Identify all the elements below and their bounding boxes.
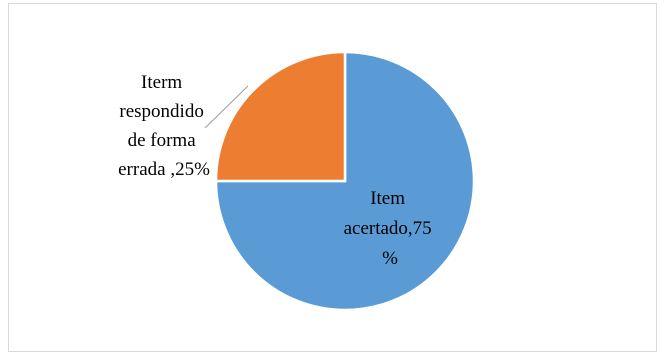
slice-label-wrong-line: respondido	[119, 101, 203, 122]
pie-slice-wrong	[214, 50, 347, 183]
slice-label-correct-line: Item	[370, 188, 405, 209]
pie-slice-correct	[214, 50, 476, 312]
slice-label-correct-line: acertado,75	[344, 218, 432, 239]
slice-label-wrong-line: de forma	[128, 130, 197, 151]
slice-label-correct-line: %	[382, 248, 398, 269]
slice-label-wrong-line: Iterm	[141, 72, 182, 93]
pie-slices	[214, 50, 476, 312]
slice-label-wrong: Iterm respondido de forma errada ,25%	[118, 72, 210, 180]
slice-label-wrong-line: errada ,25%	[118, 159, 210, 180]
slice-label-correct: Item acertado,75 %	[344, 188, 437, 269]
leader-line	[204, 85, 249, 129]
